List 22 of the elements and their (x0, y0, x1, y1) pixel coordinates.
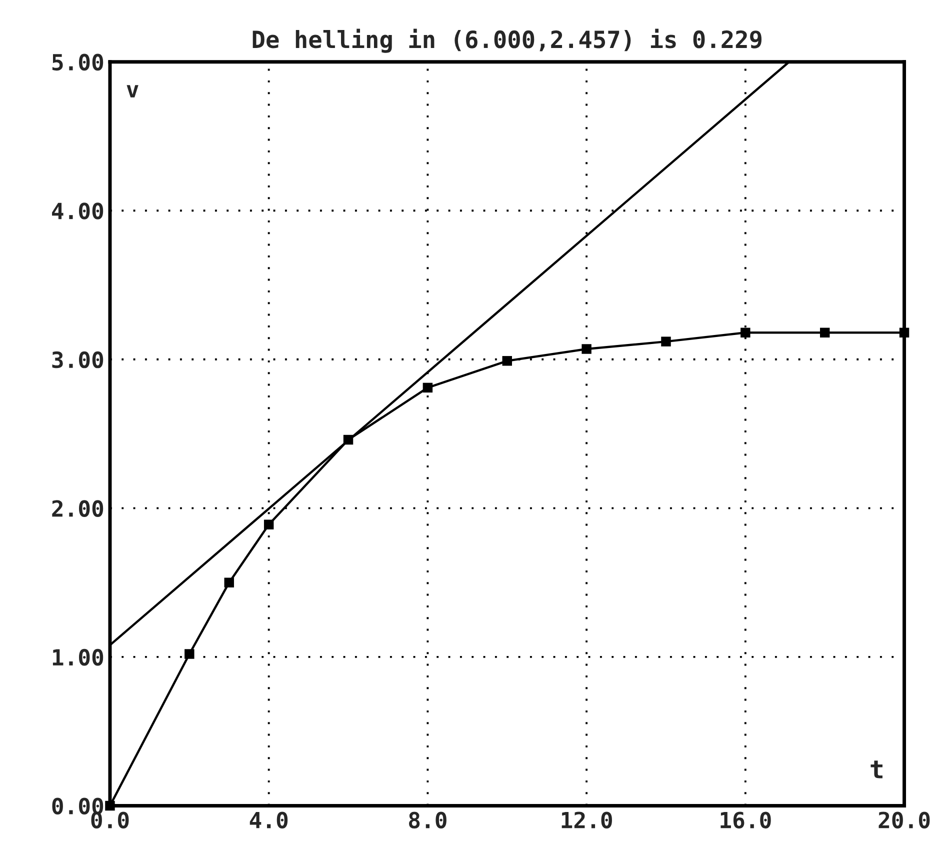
y-tick-label: 4.00 (52, 202, 104, 220)
y-tick-label: 2.00 (52, 500, 104, 517)
x-axis-title: t (870, 760, 882, 778)
x-tick-label: 20.0 (878, 812, 930, 828)
point (264, 520, 274, 530)
point (820, 328, 830, 338)
point (582, 344, 592, 354)
point (422, 382, 433, 393)
y-tick-label: 3.00 (52, 351, 104, 368)
point (502, 356, 512, 366)
point (661, 336, 671, 346)
x-tick-label: 4.0 (250, 812, 288, 828)
y-axis-title: v (126, 85, 138, 98)
point (740, 328, 750, 338)
point (224, 578, 234, 588)
point (184, 649, 194, 659)
y-tick-label: 5.00 (52, 54, 104, 71)
y-tick-label: 1.00 (52, 648, 104, 666)
x-tick-label: 8.0 (409, 812, 446, 828)
x-tick-label: 16.0 (720, 812, 771, 829)
x-tick-label: 12.0 (562, 812, 612, 828)
chart-title: De helling in (6.000,2.457) is 0.229 (252, 28, 762, 53)
